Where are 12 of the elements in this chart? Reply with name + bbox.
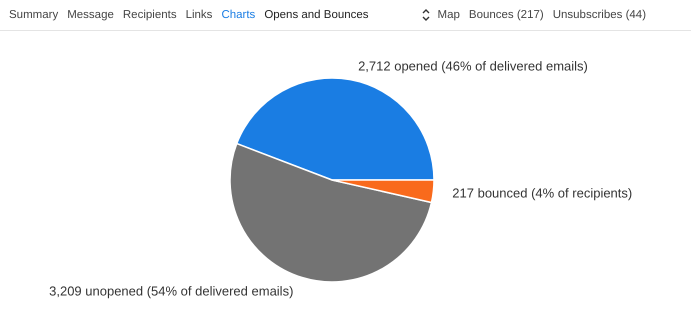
text: Links bbox=[186, 9, 212, 21]
slice-label: 3,209 unopened (54% of delivered emails) bbox=[49, 284, 294, 299]
slice-label: 2,712 opened (46% of delivered emails) bbox=[358, 58, 588, 74]
text: Unsubscribes (44) bbox=[552, 9, 646, 21]
slice-label: 217 bounced (4% of recipients) bbox=[452, 185, 632, 200]
text: Opens and Bounces bbox=[264, 9, 369, 21]
text: Message bbox=[67, 9, 114, 21]
text: Recipients bbox=[122, 9, 177, 21]
text: Map bbox=[438, 9, 460, 21]
text: Summary bbox=[9, 9, 58, 21]
text: Charts bbox=[221, 9, 256, 21]
text: Bounces (217) bbox=[468, 9, 544, 21]
